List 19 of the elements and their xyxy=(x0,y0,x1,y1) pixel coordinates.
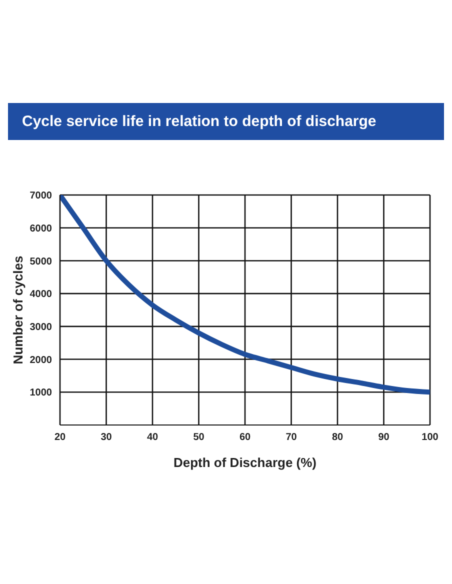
x-tick-label: 100 xyxy=(422,432,439,444)
x-tick-label: 50 xyxy=(193,432,205,444)
x-tick-label: 20 xyxy=(54,432,66,444)
y-tick-label: 6000 xyxy=(30,223,52,234)
y-tick-label: 7000 xyxy=(30,190,52,202)
y-tick-label: 5000 xyxy=(30,256,52,268)
x-tick-label: 30 xyxy=(100,432,112,444)
x-tick-label: 40 xyxy=(146,432,158,444)
x-tick-label: 80 xyxy=(332,432,344,444)
x-tick-label: 90 xyxy=(378,432,390,444)
y-tick-label: 2000 xyxy=(30,354,52,366)
chart-title: Cycle service life in relation to depth of discharge xyxy=(8,103,444,140)
x-tick-label: 60 xyxy=(239,432,251,444)
x-tick-label: 70 xyxy=(286,432,298,444)
y-tick-label: 3000 xyxy=(30,322,52,333)
y-axis-title: Number of cycles xyxy=(10,256,26,364)
y-tick-label: 1000 xyxy=(30,388,52,399)
y-tick-label: 4000 xyxy=(30,289,52,300)
x-axis-title: Depth of Discharge (%) xyxy=(173,455,317,470)
